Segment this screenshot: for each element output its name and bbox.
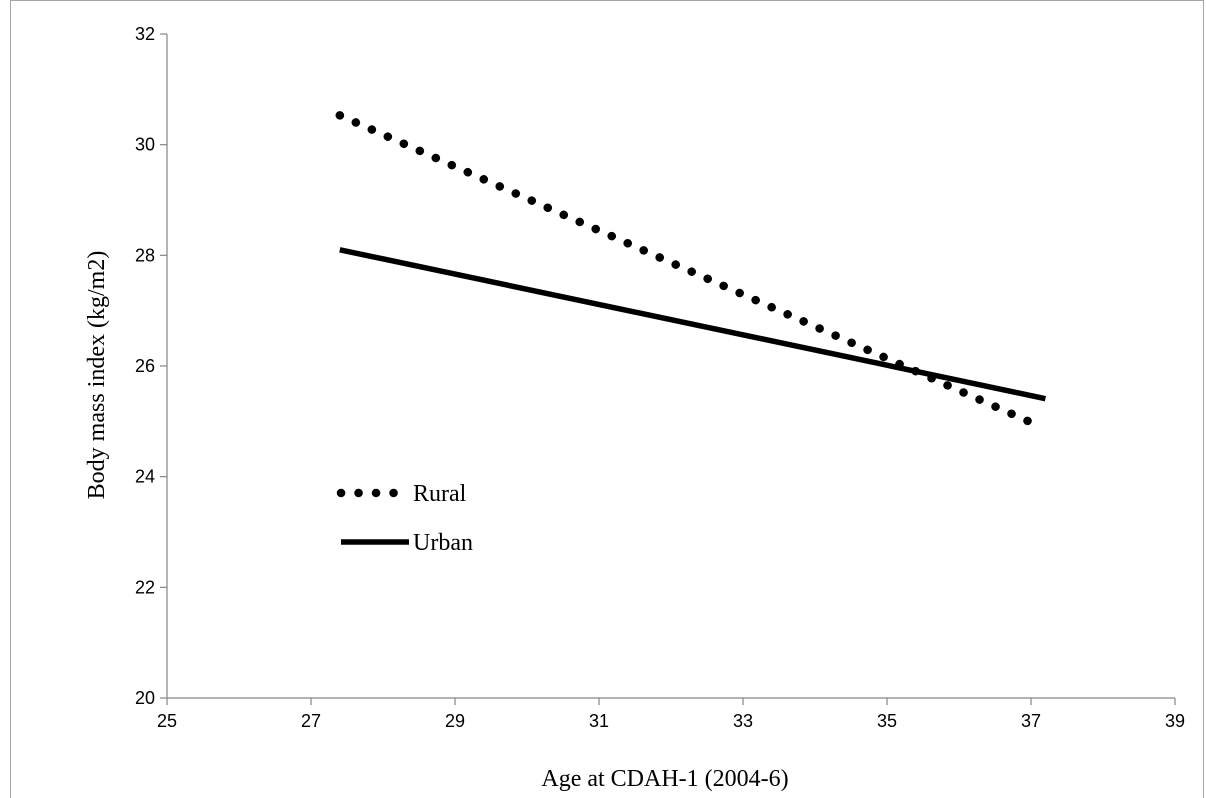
legend-label-rural: Rural: [413, 481, 467, 507]
x-axis-ticks: 25 27 29 31 33 35 37 39: [157, 698, 1185, 731]
x-tick-label: 29: [445, 711, 465, 731]
x-tick-label: 35: [877, 711, 897, 731]
legend-label-urban: Urban: [413, 530, 473, 556]
y-tick-label: 32: [135, 24, 155, 44]
y-tick-label: 24: [135, 467, 155, 487]
x-tick-label: 33: [733, 711, 753, 731]
y-axis-title: Body mass index (kg/m2): [84, 251, 110, 500]
y-tick-label: 20: [135, 688, 155, 708]
y-tick-label: 26: [135, 356, 155, 376]
series-lines: [335, 111, 1046, 427]
legend: Rural Urban: [336, 481, 473, 556]
chart-area: [10, 0, 1204, 798]
x-tick-label: 37: [1021, 711, 1041, 731]
y-tick-label: 30: [135, 135, 155, 155]
y-tick-label: 22: [135, 577, 155, 597]
y-axis-ticks: 20 22 24 26 28 30 32: [135, 24, 167, 708]
series-line-urban: [339, 247, 1046, 402]
y-tick-label: 28: [135, 245, 155, 265]
x-tick-label: 27: [301, 711, 321, 731]
x-tick-label: 25: [157, 711, 177, 731]
axes: [166, 34, 1175, 699]
x-tick-label: 31: [589, 711, 609, 731]
x-tick-label: 39: [1165, 711, 1185, 731]
x-axis-title: Age at CDAH-1 (2004-6): [541, 766, 788, 792]
